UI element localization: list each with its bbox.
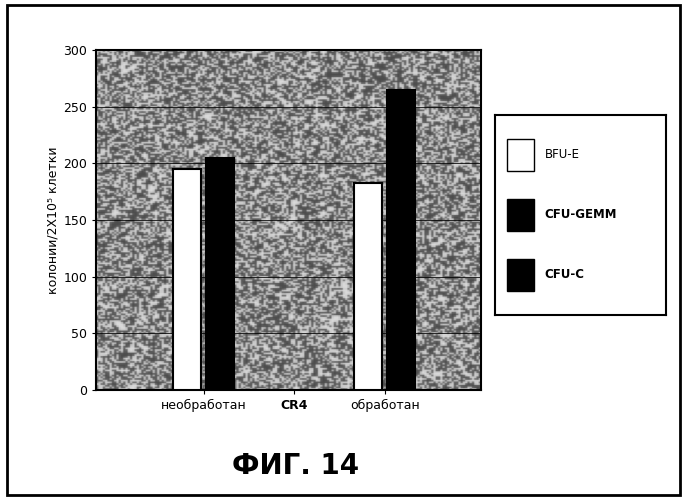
Text: BFU-E: BFU-E [544,148,579,162]
Bar [387,90,415,390]
Bar [354,182,383,390]
Bar [506,199,534,231]
Bar [206,158,234,390]
Text: CFU-GEMM: CFU-GEMM [544,208,617,222]
Bar [506,139,534,171]
Bar [173,169,201,390]
Text: ФИГ. 14: ФИГ. 14 [232,452,359,480]
Y-axis label: колонии/2X10⁵ клетки: колонии/2X10⁵ клетки [46,146,59,294]
Text: CFU-C: CFU-C [544,268,585,281]
Bar [506,259,534,291]
